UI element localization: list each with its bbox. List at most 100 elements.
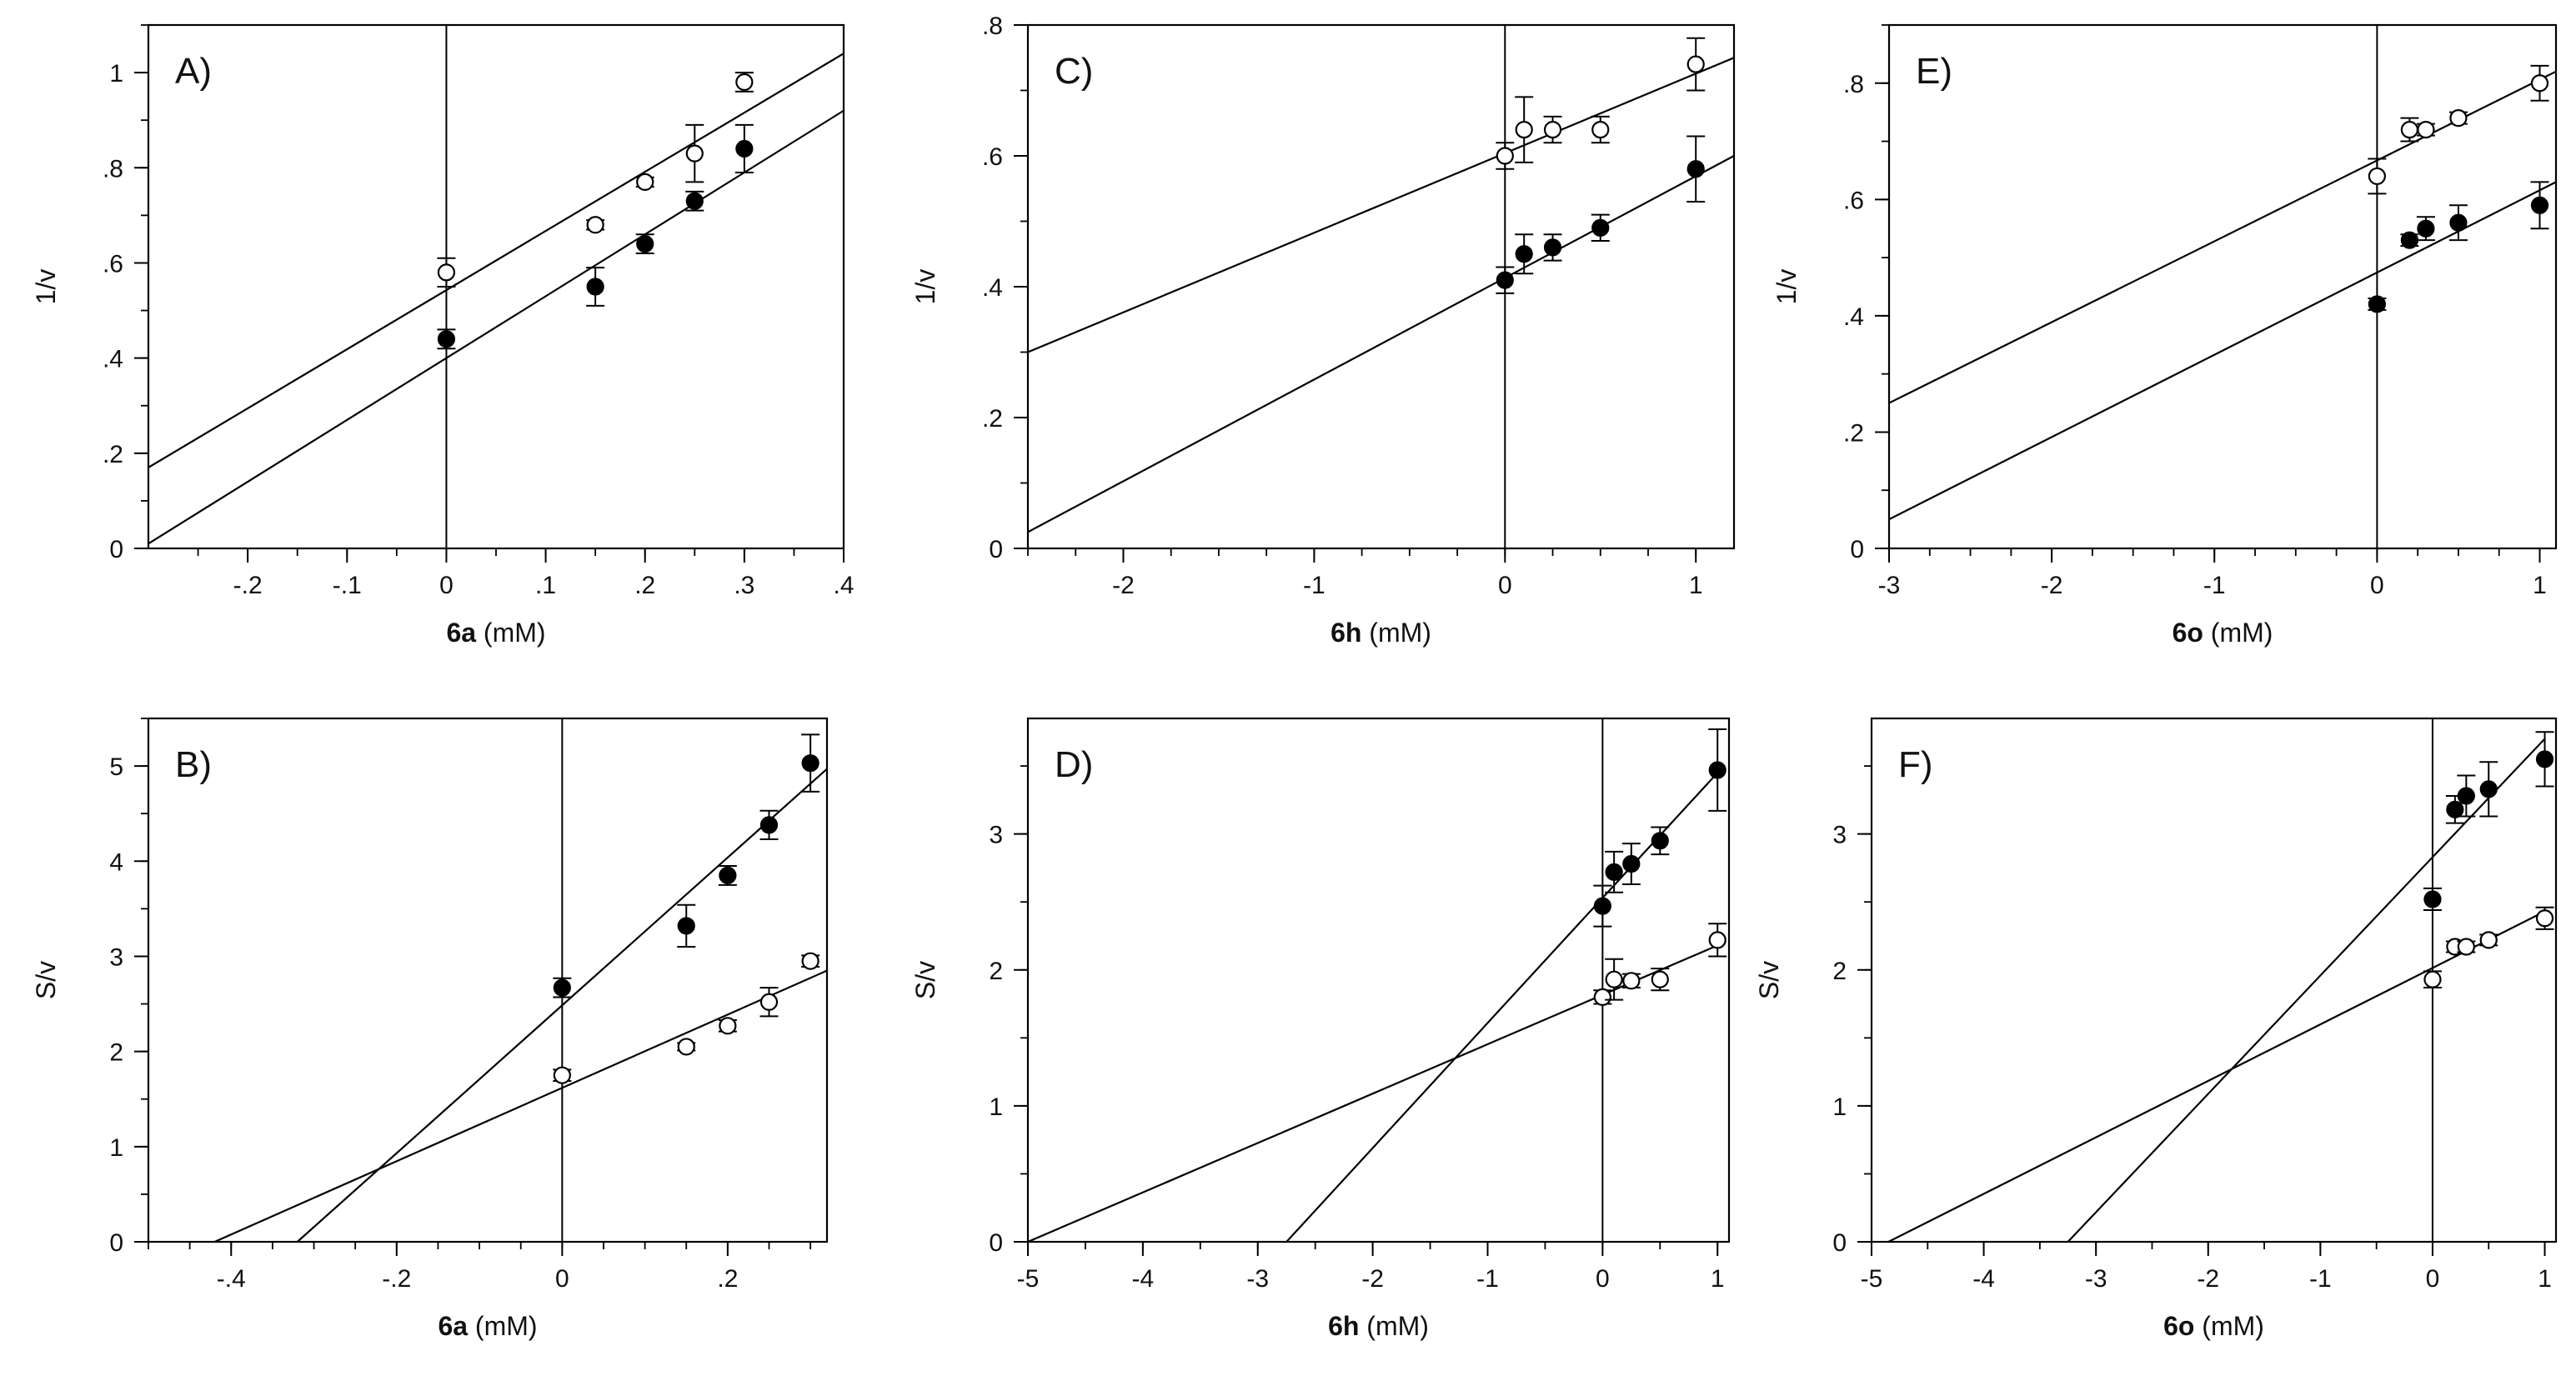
y-tick-label: .8 <box>1843 71 1864 98</box>
y-tick-label: 0 <box>109 1229 123 1257</box>
fit-line-open <box>1887 910 2546 1242</box>
plot-frame <box>147 717 829 1243</box>
data-point-open <box>735 73 754 92</box>
y-tick-label: .8 <box>103 155 123 183</box>
x-tick-label: .2 <box>717 1265 738 1293</box>
compound-name: 6h <box>1328 1311 1359 1341</box>
y-tick-label: .4 <box>103 346 123 373</box>
data-point-open <box>1543 121 1562 139</box>
x-unit: (mM) <box>476 618 546 648</box>
data-point-filled <box>636 235 654 253</box>
x-tick-label: -.4 <box>217 1265 246 1293</box>
data-point-filled <box>1651 832 1669 850</box>
data-point-filled <box>759 816 779 834</box>
x-tick-label: -.2 <box>382 1265 411 1293</box>
data-point-filled <box>1605 863 1623 881</box>
panel-label: B) <box>175 744 212 785</box>
data-point-open <box>1515 121 1533 139</box>
y-tick-label: 2 <box>1832 958 1847 985</box>
x-tick-label: 0 <box>439 572 454 599</box>
y-tick-label: 3 <box>989 822 1003 849</box>
y-tick-label: 0 <box>989 536 1003 563</box>
data-point-open <box>2400 121 2418 139</box>
x-tick-label: -.1 <box>333 572 362 599</box>
fit-line-filled <box>296 768 827 1242</box>
data-point-filled <box>801 754 819 773</box>
y-tick-label: 3 <box>109 943 123 971</box>
data-point-open <box>1591 121 1610 139</box>
x-tick-label: .1 <box>535 572 556 599</box>
data-point-open <box>2535 909 2554 928</box>
fit-line-filled <box>1285 772 1719 1242</box>
x-tick-label: 0 <box>1596 1265 1610 1293</box>
data-point-filled <box>2535 750 2554 768</box>
compound-name: 6h <box>1331 618 1361 648</box>
data-point-filled <box>1591 218 1610 237</box>
panel-label: A) <box>175 51 212 92</box>
data-point-filled <box>586 278 604 296</box>
x-tick-label: -1 <box>2203 572 2226 599</box>
plot-frame <box>1887 23 2558 550</box>
x-unit: (mM) <box>468 1311 538 1341</box>
fit-line-filled <box>2067 738 2546 1242</box>
x-tick-label: -2 <box>2041 572 2063 599</box>
y-tick-label: .4 <box>1843 303 1864 331</box>
x-tick-label: 1 <box>2533 572 2547 599</box>
y-tick-label: 1 <box>109 1134 123 1162</box>
plot-frame <box>1870 717 2558 1243</box>
y-tick-label: 1 <box>109 60 123 88</box>
chart-panel: -5 -4 -3 -2 -1 0 1 0 1 2 3 F) 6o (mM) S/v <box>1754 717 2558 1341</box>
chart-panel: -2 -1 0 1 0 .2 .4 .6 .8 C) 6h (mM) 1/v <box>910 13 1736 648</box>
data-point-open <box>1496 147 1514 165</box>
data-point-open <box>2417 121 2435 139</box>
data-point-open <box>2449 109 2468 128</box>
data-point-filled <box>553 978 571 997</box>
data-point-open <box>553 1066 571 1084</box>
chart-panel: -3 -2 -1 0 1 0 .2 .4 .6 .8 E) 6o (mM) 1/v <box>1772 23 2558 648</box>
data-point-open <box>2457 938 2475 956</box>
data-point-open <box>719 1017 737 1035</box>
chart-panel: -5 -4 -3 -2 -1 0 1 0 1 2 3 D) 6h (mM) S/v <box>910 717 1731 1341</box>
fit-line-open <box>1028 57 1734 353</box>
data-point-open <box>1593 988 1611 1006</box>
y-tick-label: 5 <box>109 753 123 781</box>
y-axis-title: 1/v <box>910 269 940 305</box>
x-tick-label: 0 <box>2426 1265 2440 1293</box>
x-tick-label: 0 <box>1498 572 1512 599</box>
data-point-filled <box>2449 213 2468 232</box>
x-tick-label: .4 <box>833 572 854 599</box>
y-tick-label: .2 <box>103 441 123 468</box>
data-point-open <box>2479 931 2498 949</box>
x-tick-label: -1 <box>1476 1265 1499 1293</box>
x-tick-label: -1 <box>2309 1265 2332 1293</box>
x-tick-label: 1 <box>2538 1265 2552 1293</box>
x-unit: (mM) <box>2194 1311 2264 1341</box>
x-tick-label: 0 <box>2370 572 2384 599</box>
chart-panel: -.4 -.2 0 .2 0 1 2 3 4 5 B) 6a (mM) S/v <box>31 717 829 1341</box>
y-axis-title: S/v <box>910 961 940 999</box>
data-point-filled <box>2368 295 2386 313</box>
data-point-filled <box>735 139 754 158</box>
x-tick-label: .2 <box>634 572 655 599</box>
data-point-open <box>586 216 604 234</box>
y-tick-label: .2 <box>1843 419 1864 447</box>
y-tick-label: 0 <box>1850 536 1864 563</box>
chart-panel: -.2 -.1 0 .1 .2 .3 .4 0 .2 .4 .6 .8 1 A) 6a (mM) 1/v <box>31 23 854 648</box>
plot-frame <box>1026 23 1736 550</box>
y-tick-label: 4 <box>109 848 123 876</box>
x-tick-label: 1 <box>1689 572 1703 599</box>
x-axis-title: 6o (mM) <box>2173 618 2273 648</box>
x-unit: (mM) <box>2203 618 2273 648</box>
data-point-open <box>1686 55 1705 73</box>
x-tick-label: -2 <box>1361 1265 1384 1293</box>
y-tick-label: 1 <box>989 1093 1003 1121</box>
x-axis-title: 6a (mM) <box>446 618 545 648</box>
y-tick-label: .6 <box>1843 187 1864 214</box>
x-tick-label: -1 <box>1303 572 1326 599</box>
data-point-open <box>677 1038 695 1056</box>
data-point-filled <box>2400 231 2418 249</box>
data-point-filled <box>685 192 704 210</box>
data-point-open <box>685 144 704 163</box>
x-tick-label: -3 <box>1878 572 1901 599</box>
data-point-filled <box>2446 800 2464 818</box>
